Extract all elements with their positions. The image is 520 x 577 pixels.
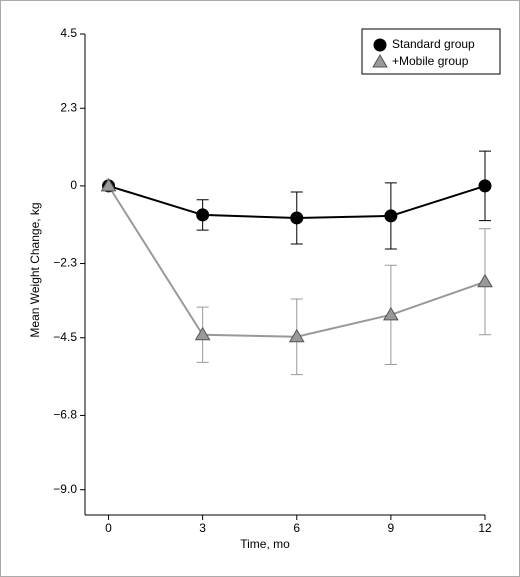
y-tick-label: −4.5	[53, 330, 77, 344]
point	[288, 328, 305, 343]
legend-marker	[373, 38, 387, 52]
legend-label: Standard group	[392, 37, 475, 51]
point	[194, 326, 211, 341]
legend	[361, 28, 501, 75]
x-tick-label: 9	[388, 521, 395, 535]
x-tick-label: 12	[478, 521, 492, 535]
point	[477, 273, 493, 288]
point	[290, 211, 304, 225]
legend-label: +Mobile group	[392, 54, 469, 68]
x-tick-label: 3	[199, 521, 206, 535]
x-axis-label: Time, mo	[240, 537, 290, 551]
y-tick-label: −2.3	[53, 256, 77, 270]
y-tick-label: −6.8	[53, 408, 77, 422]
y-tick-label: 2.3	[60, 100, 77, 114]
y-tick-label: −9.0	[53, 482, 77, 496]
x-tick-label: 6	[293, 521, 300, 535]
y-axis-label: Mean Weight Change, kg	[28, 202, 42, 337]
point	[100, 177, 117, 192]
y-tick-label: 0	[70, 178, 77, 192]
point	[196, 208, 210, 222]
y-tick-label: 4.5	[60, 26, 77, 40]
point	[383, 306, 399, 321]
x-tick-label: 0	[105, 521, 112, 535]
legend-marker	[372, 54, 388, 68]
point	[478, 179, 492, 193]
point	[384, 209, 398, 223]
